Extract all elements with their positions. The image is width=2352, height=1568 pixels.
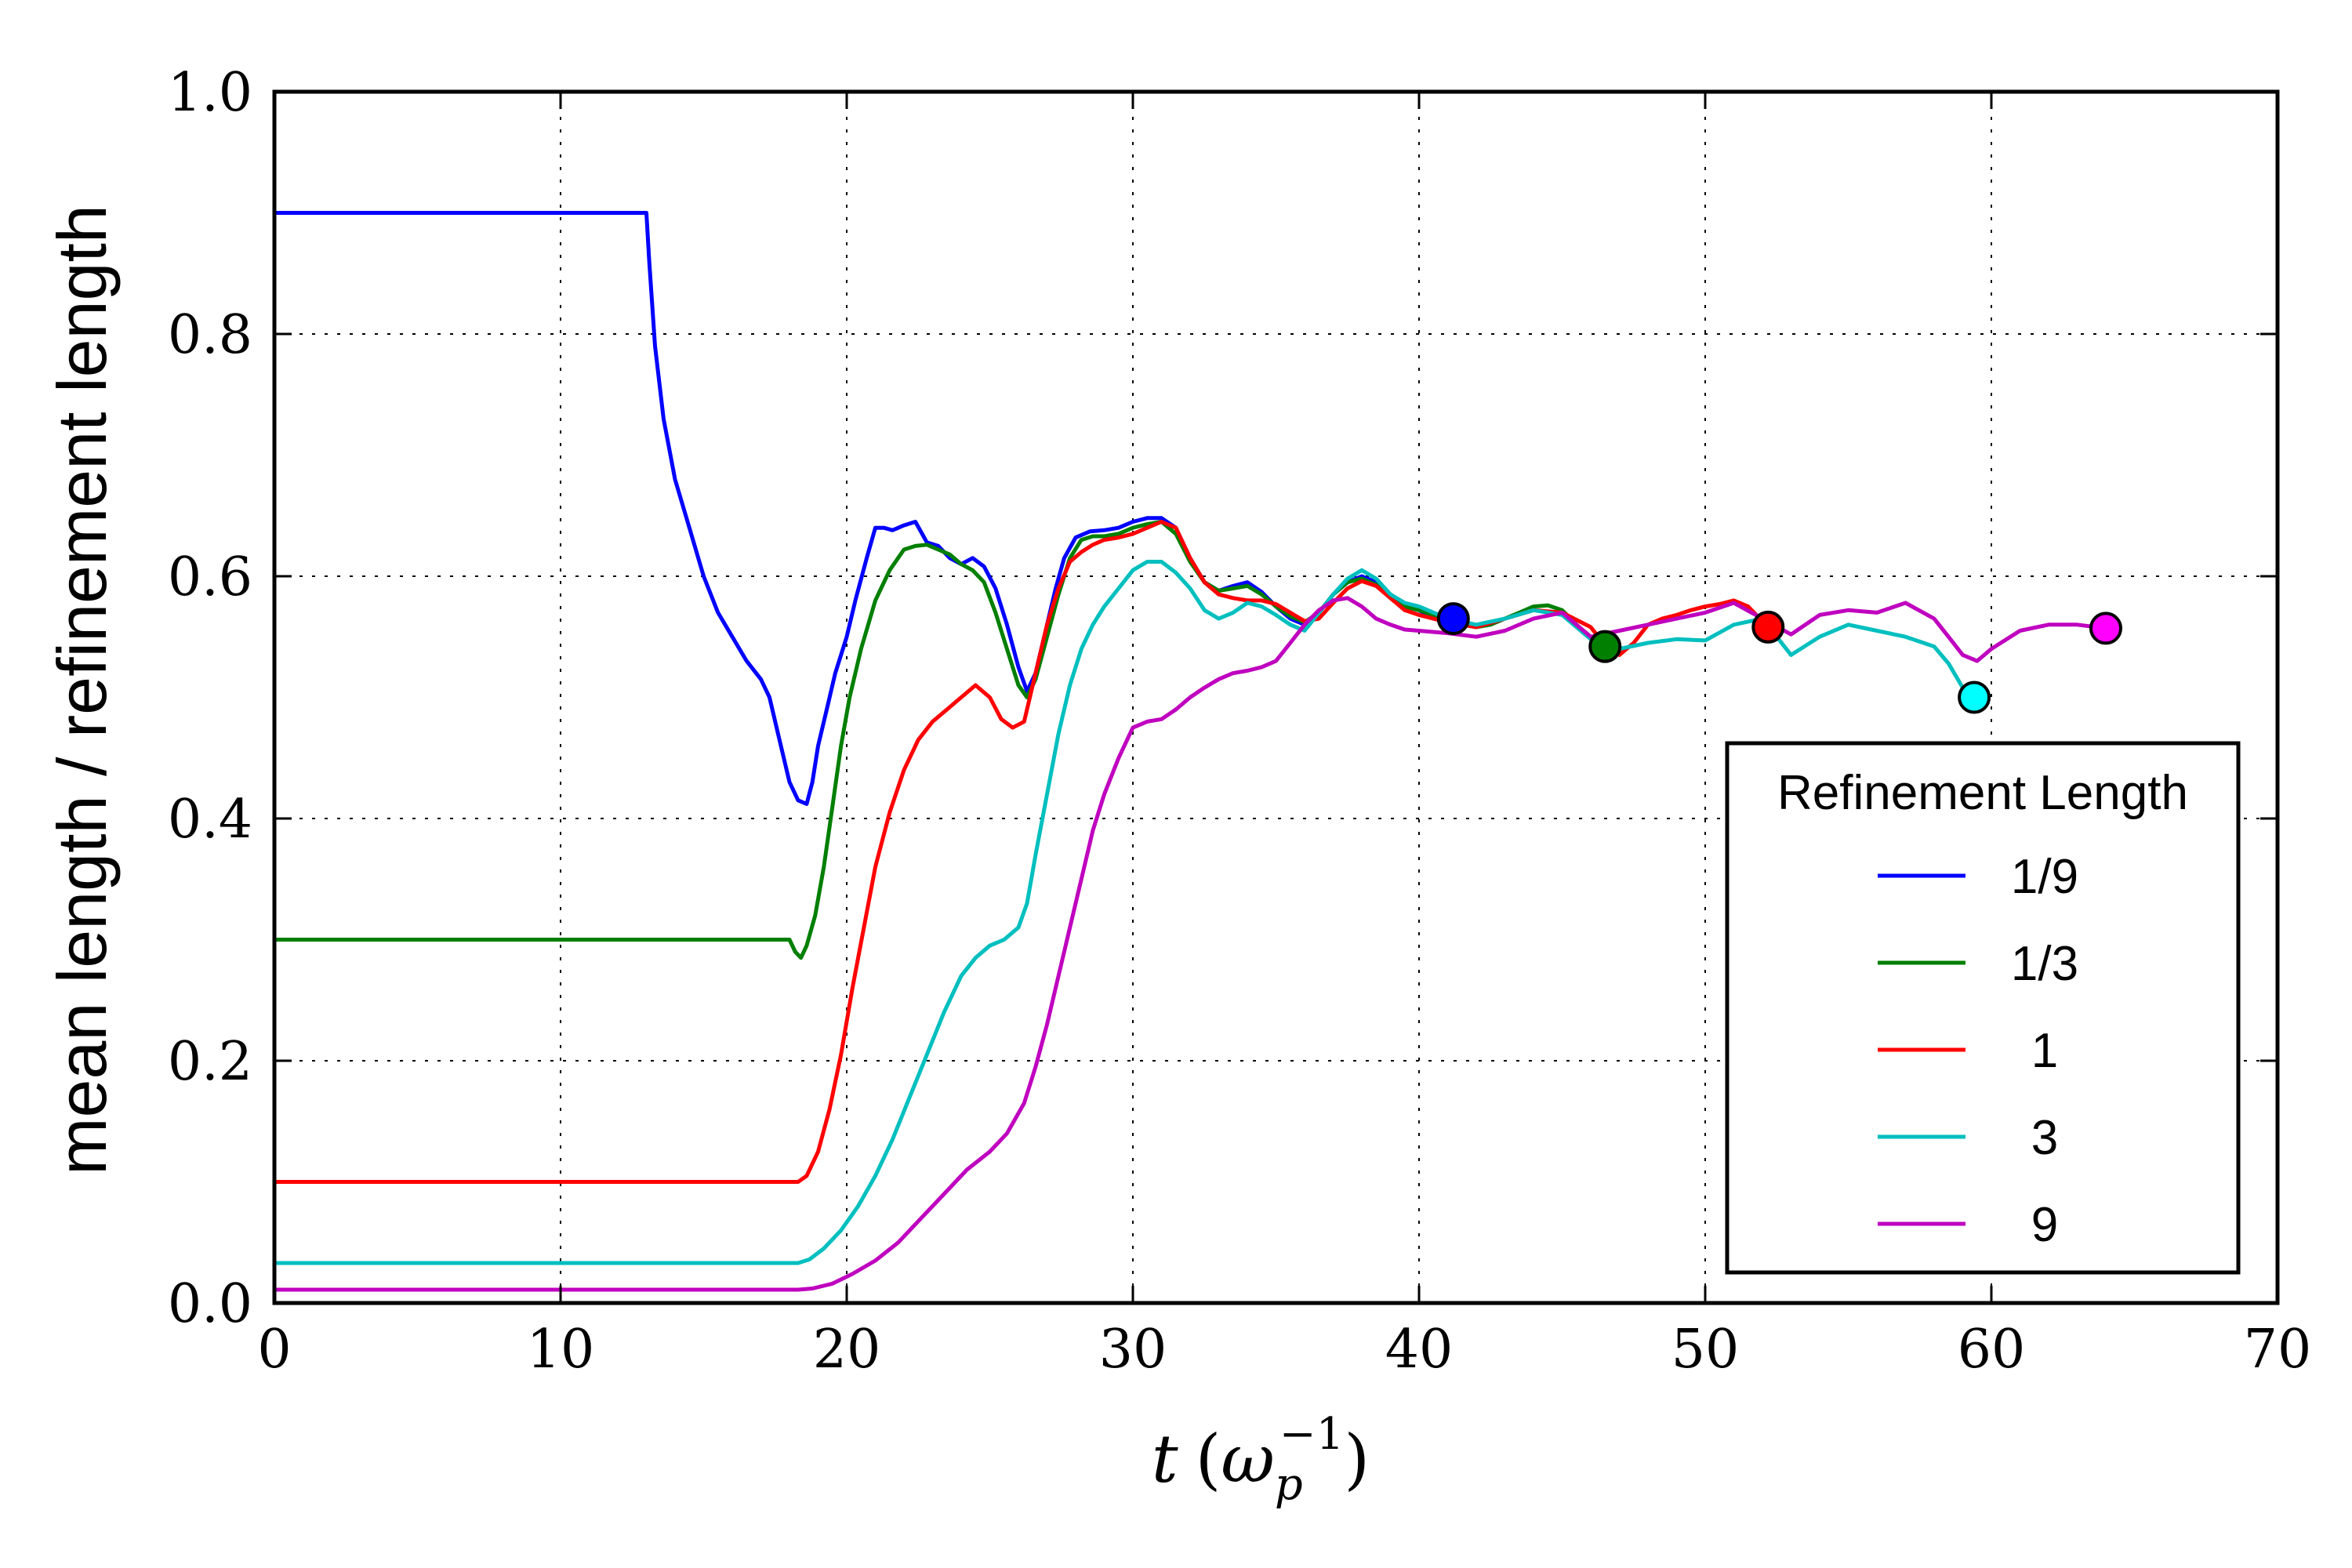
x-axis-label-open: ( xyxy=(1196,1421,1221,1497)
plot-frame xyxy=(272,89,2280,1305)
legend-label-0: 1/9 xyxy=(2011,850,2078,904)
legend-label-2: 1 xyxy=(2031,1024,2058,1078)
x-tick-label: 30 xyxy=(1099,1319,1167,1381)
series-line-1 xyxy=(272,520,1607,960)
legend-items: 1/9 1/3 1 3 9 xyxy=(1878,850,2078,1252)
axis-ticks: 0 10 20 30 40 50 60 70 0.0 0.2 0.4 0.6 0.8 1.0 xyxy=(168,62,2311,1381)
legend-box xyxy=(1725,741,2241,1275)
y-tick-label: 0.4 xyxy=(168,789,252,851)
series-line-0 xyxy=(272,211,1456,806)
legend-label-4: 9 xyxy=(2031,1198,2058,1252)
y-tick-label: 0.2 xyxy=(168,1031,252,1093)
x-axis-label-var: t xyxy=(1152,1421,1178,1497)
x-tick-label: 50 xyxy=(1671,1319,1740,1381)
legend-label-3: 3 xyxy=(2031,1111,2058,1165)
y-tick-label: 0.8 xyxy=(168,304,252,366)
legend-label-1: 1/3 xyxy=(2011,937,2078,991)
series-line-3 xyxy=(272,560,1976,1265)
x-axis-label-close: ) xyxy=(1344,1421,1370,1497)
x-tick-label: 40 xyxy=(1385,1319,1454,1381)
x-axis-label: t (ωp−1) xyxy=(1152,1409,1370,1510)
y-tick-label: 0.6 xyxy=(168,546,252,608)
end-marker-4 xyxy=(2089,612,2122,645)
end-markers xyxy=(1436,602,2122,714)
y-tick-label: 1.0 xyxy=(168,62,252,124)
y-axis-label: mean length / refinement length xyxy=(43,205,121,1175)
series-line-2 xyxy=(272,520,1770,1184)
end-marker-3 xyxy=(1958,681,1991,714)
x-tick-label: 60 xyxy=(1958,1319,2026,1381)
end-marker-2 xyxy=(1751,610,1785,644)
x-axis-label-omega: ω xyxy=(1221,1421,1275,1497)
x-tick-label: 20 xyxy=(813,1319,881,1381)
legend: Refinement Length 1/9 1/3 1 3 9 xyxy=(1725,741,2241,1275)
series-line-4 xyxy=(272,596,2108,1292)
x-tick-label: 70 xyxy=(2244,1319,2312,1381)
y-tick-label: 0.0 xyxy=(168,1273,252,1335)
end-marker-1 xyxy=(1588,630,1622,663)
x-tick-label: 10 xyxy=(527,1319,595,1381)
legend-title: Refinement Length xyxy=(1777,766,2188,820)
x-axis-label-sup: −1 xyxy=(1279,1409,1345,1460)
x-tick-label: 0 xyxy=(257,1319,291,1381)
x-axis-label-sub: p xyxy=(1275,1459,1303,1510)
end-marker-0 xyxy=(1436,602,1470,636)
